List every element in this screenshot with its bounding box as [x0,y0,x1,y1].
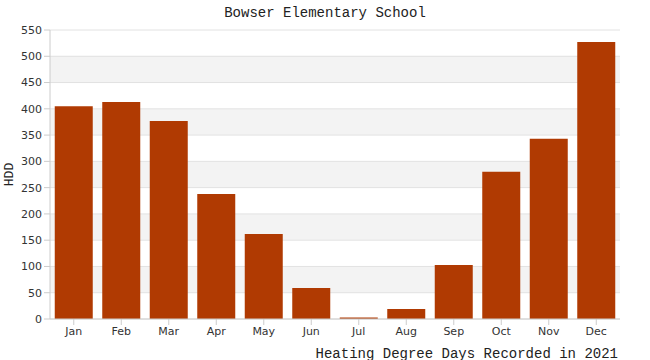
svg-text:Sep: Sep [443,325,464,338]
svg-text:300: 300 [21,155,42,168]
svg-text:Apr: Apr [207,325,227,338]
svg-text:50: 50 [28,287,42,300]
svg-text:100: 100 [21,260,42,273]
svg-text:Jan: Jan [64,325,82,338]
svg-text:400: 400 [21,103,42,116]
svg-text:Heating Degree Days Recorded i: Heating Degree Days Recorded in 2021 [316,346,618,360]
svg-text:0: 0 [35,313,42,326]
svg-text:350: 350 [21,129,42,142]
svg-text:Aug: Aug [396,325,417,338]
svg-text:200: 200 [21,208,42,221]
html-text:Bowser Elementary School: Bowser Elementary School [224,5,426,21]
svg-text:Jun: Jun [302,325,320,338]
svg-text:550: 550 [21,24,42,37]
svg-text:Oct: Oct [492,325,512,338]
svg-text:500: 500 [21,50,42,63]
svg-text:Jul: Jul [351,325,365,338]
svg-text:HDD: HDD [8,163,17,187]
svg-text:450: 450 [21,76,42,89]
svg-text:250: 250 [21,182,42,195]
svg-text:Mar: Mar [158,325,179,338]
svg-text:Nov: Nov [538,325,560,338]
svg-text:Dec: Dec [586,325,607,338]
svg-text:150: 150 [21,234,42,247]
svg-text:May: May [252,325,275,338]
svg-text:Feb: Feb [112,325,131,338]
